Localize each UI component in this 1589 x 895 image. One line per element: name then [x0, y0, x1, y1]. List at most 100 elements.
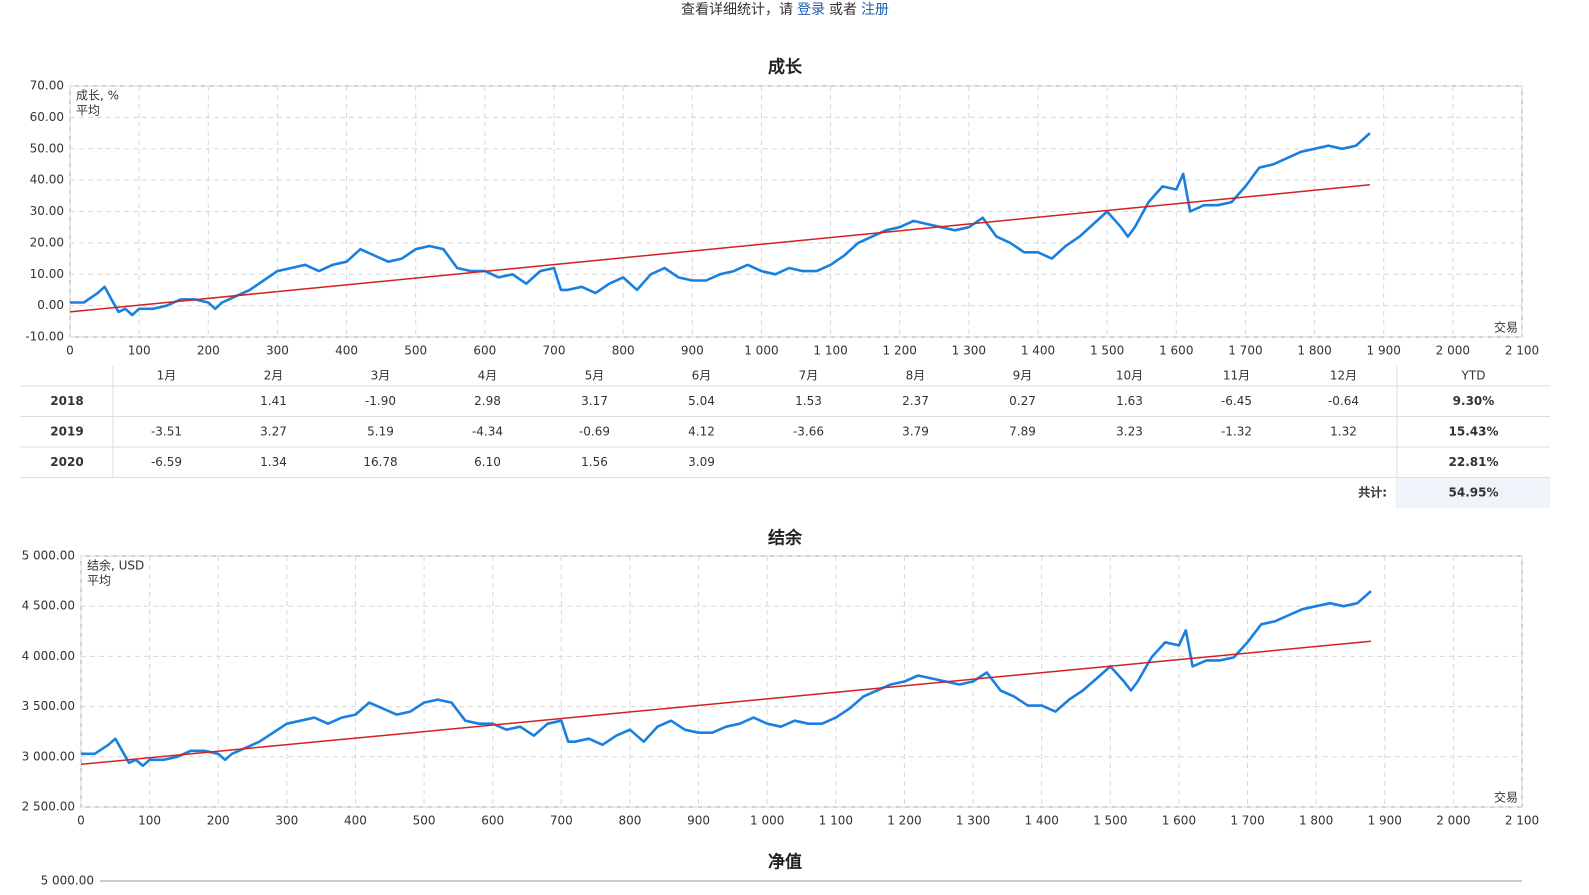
x-tick-label: 2 100 — [1505, 344, 1539, 358]
column-header: 3月 — [371, 369, 391, 383]
x-tick-label: 500 — [413, 814, 436, 828]
table-cell: -0.69 — [579, 424, 610, 438]
x-tick-label: 800 — [612, 344, 635, 358]
x-tick-label: 1 200 — [883, 344, 917, 358]
total-label: 共计: — [1358, 485, 1387, 500]
column-header: 10月 — [1116, 369, 1143, 383]
series-line — [69, 184, 1370, 313]
chart-title: 结余 — [768, 528, 803, 549]
y-tick-label: 3 500.00 — [22, 699, 75, 713]
x-tick-label: 1 600 — [1162, 814, 1196, 828]
y-tick-label: 5 000.00 — [41, 874, 94, 888]
x-tick-label: 200 — [197, 344, 220, 358]
x-tick-label: 1 900 — [1367, 344, 1401, 358]
notice: 查看详细统计，请 登录 或者 注册 — [681, 2, 889, 18]
column-header: 2月 — [264, 369, 284, 383]
y-tick-label: 3 000.00 — [22, 749, 75, 763]
y-tick-label: 60.00 — [30, 110, 64, 124]
x-tick-label: 300 — [266, 344, 289, 358]
y-tick-label: 10.00 — [30, 267, 64, 281]
y-tick-label: 30.00 — [30, 204, 64, 218]
table-cell: 0.27 — [1009, 394, 1036, 408]
x-tick-label: 1 500 — [1093, 814, 1127, 828]
y-tick-label: 50.00 — [30, 141, 64, 155]
x-tick-label: 1 800 — [1297, 344, 1331, 358]
table-cell: 5.19 — [367, 424, 394, 438]
x-tick-label: 2 000 — [1436, 344, 1470, 358]
x-tick-label: 1 200 — [887, 814, 921, 828]
ytd-cell: 9.30% — [1453, 394, 1495, 408]
table-cell: 3.79 — [902, 424, 929, 438]
x-tick-label: 400 — [335, 344, 358, 358]
register-link[interactable]: 注册 — [861, 2, 889, 18]
x-tick-label: 0 — [77, 814, 85, 828]
row-year: 2019 — [50, 424, 83, 438]
ytd-cell: 15.43% — [1449, 424, 1499, 438]
table-cell: 3.27 — [260, 424, 287, 438]
x-tick-label: 800 — [618, 814, 641, 828]
login-link[interactable]: 登录 — [797, 2, 825, 18]
x-tick-label: 1 000 — [744, 344, 778, 358]
table-cell: -0.64 — [1328, 394, 1359, 408]
y-tick-label: 40.00 — [30, 173, 64, 187]
table-cell: 5.04 — [688, 394, 715, 408]
x-tick-label: 1 100 — [819, 814, 853, 828]
column-header: 11月 — [1223, 369, 1250, 383]
x-tick-label: 1 400 — [1021, 344, 1055, 358]
column-header: 1月 — [157, 369, 177, 383]
x-tick-label: 1 900 — [1368, 814, 1402, 828]
table-cell: -1.32 — [1221, 424, 1252, 438]
x-tick-label: 600 — [473, 344, 496, 358]
table-cell: 1.63 — [1116, 394, 1143, 408]
column-header: 12月 — [1330, 369, 1357, 383]
x-tick-label: 1 400 — [1024, 814, 1058, 828]
series-line — [70, 132, 1371, 317]
table-cell: 6.10 — [474, 455, 501, 469]
table-cell: -6.59 — [151, 455, 182, 469]
table-cell: 3.09 — [688, 455, 715, 469]
y-tick-label: 2 500.00 — [22, 800, 75, 814]
series-line — [80, 640, 1372, 766]
y-tick-label: 0.00 — [37, 298, 64, 312]
row-year: 2018 — [50, 394, 83, 408]
column-header: 7月 — [799, 369, 819, 383]
notice-or: 或者 — [829, 2, 857, 18]
table-cell: 3.23 — [1116, 424, 1143, 438]
table-cell: 3.17 — [581, 394, 608, 408]
plot-area — [80, 555, 1523, 808]
legend-label: 结余, USD — [87, 558, 144, 573]
x-tick-label: 0 — [66, 344, 74, 358]
x-tick-label: 100 — [138, 814, 161, 828]
y-tick-label: 4 500.00 — [22, 599, 75, 613]
x-tick-label: 700 — [543, 344, 566, 358]
x-tick-label: 1 600 — [1159, 344, 1193, 358]
table-cell: -3.66 — [793, 424, 824, 438]
table-cell: 2.98 — [474, 394, 501, 408]
x-tick-label: 1 500 — [1090, 344, 1124, 358]
x-axis-label: 交易 — [1494, 320, 1518, 335]
x-tick-label: 200 — [207, 814, 230, 828]
column-header: 6月 — [692, 369, 712, 383]
legend-label: 成长, % — [76, 89, 119, 103]
x-tick-label: 600 — [481, 814, 504, 828]
column-header: 8月 — [906, 369, 926, 383]
y-tick-label: 4 000.00 — [22, 649, 75, 663]
row-year: 2020 — [50, 455, 83, 469]
x-tick-label: 1 800 — [1299, 814, 1333, 828]
table-cell: -4.34 — [472, 424, 503, 438]
ytd-cell: 22.81% — [1449, 455, 1499, 469]
column-header: 4月 — [478, 369, 498, 383]
y-tick-label: 70.00 — [30, 79, 64, 93]
table-cell: -1.90 — [365, 394, 396, 408]
table-cell: 2.37 — [902, 394, 929, 408]
table-cell: 1.34 — [260, 455, 287, 469]
table-cell: 7.89 — [1009, 424, 1036, 438]
x-tick-label: 2 100 — [1505, 814, 1539, 828]
legend-label: 平均 — [87, 574, 111, 588]
chart-title: 成长 — [768, 57, 803, 78]
total-cell-bg — [1397, 478, 1550, 508]
x-tick-label: 1 300 — [952, 344, 986, 358]
x-tick-label: 400 — [344, 814, 367, 828]
